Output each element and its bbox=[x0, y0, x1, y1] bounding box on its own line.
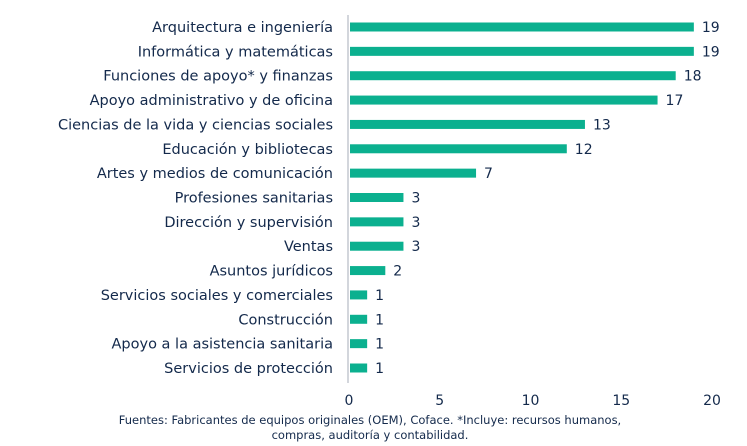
bar bbox=[350, 168, 477, 178]
data-label: 1 bbox=[375, 361, 384, 377]
data-label: 2 bbox=[393, 264, 402, 280]
category-label: Funciones de apoyo* y finanzas bbox=[103, 69, 333, 85]
category-label: Servicios de protección bbox=[164, 361, 333, 377]
bar bbox=[350, 217, 404, 227]
source-line-1: Fuentes: Fabricantes de equipos original… bbox=[118, 413, 622, 427]
category-label: Ciencias de la vida y ciencias sociales bbox=[58, 117, 333, 133]
data-label: 1 bbox=[375, 337, 384, 353]
data-label: 1 bbox=[375, 288, 384, 304]
bar bbox=[350, 46, 694, 56]
category-label: Ventas bbox=[284, 239, 333, 255]
source-line-2: compras, auditoría y contabilidad. bbox=[271, 428, 469, 442]
category-label: Educación y bibliotecas bbox=[162, 142, 333, 158]
x-tick-label: 10 bbox=[522, 393, 540, 409]
category-label: Asuntos jurídicos bbox=[210, 264, 333, 280]
bar bbox=[350, 314, 368, 324]
category-label: Servicios sociales y comerciales bbox=[101, 288, 333, 304]
bar bbox=[350, 363, 368, 373]
data-label: 18 bbox=[684, 69, 702, 85]
bar bbox=[350, 95, 658, 105]
data-label: 19 bbox=[702, 44, 720, 60]
category-label: Construcción bbox=[238, 312, 333, 328]
category-label: Informática y matemáticas bbox=[138, 44, 333, 60]
bar bbox=[350, 144, 567, 154]
category-label: Profesiones sanitarias bbox=[175, 191, 333, 207]
data-label: 3 bbox=[411, 215, 420, 231]
data-label: 3 bbox=[411, 191, 420, 207]
data-label: 3 bbox=[411, 239, 420, 255]
category-label: Dirección y supervisión bbox=[164, 215, 333, 231]
bar bbox=[350, 71, 676, 81]
x-tick-label: 15 bbox=[612, 393, 630, 409]
data-label: 17 bbox=[666, 93, 684, 109]
bar bbox=[350, 266, 386, 276]
data-label: 19 bbox=[702, 20, 720, 36]
x-tick-label: 0 bbox=[345, 393, 354, 409]
bar bbox=[350, 241, 404, 251]
category-label: Arquitectura e ingeniería bbox=[152, 20, 333, 36]
bar bbox=[350, 339, 368, 349]
source-note: Fuentes: Fabricantes de equipos original… bbox=[60, 413, 680, 443]
bar bbox=[350, 290, 368, 300]
bar bbox=[350, 119, 585, 129]
category-label: Apoyo administrativo y de oficina bbox=[90, 93, 333, 109]
category-label: Apoyo a la asistencia sanitaria bbox=[112, 337, 334, 353]
bar bbox=[350, 193, 404, 202]
x-tick-label: 5 bbox=[435, 393, 444, 409]
x-tick-label: 20 bbox=[703, 393, 721, 409]
data-label: 7 bbox=[484, 166, 493, 182]
data-label: 1 bbox=[375, 312, 384, 328]
bar-chart: Arquitectura e ingeniería 19 Informática y… bbox=[58, 15, 721, 409]
data-label: 13 bbox=[593, 117, 611, 133]
data-label: 12 bbox=[575, 142, 593, 158]
bar bbox=[350, 22, 694, 32]
category-label: Artes y medios de comunicación bbox=[97, 166, 333, 182]
